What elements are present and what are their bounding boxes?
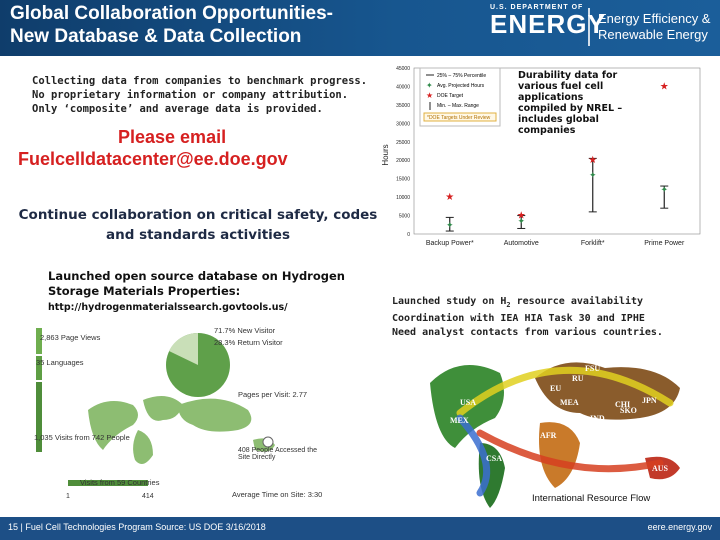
title-line-1: Global Collaboration Opportunities- xyxy=(10,3,333,24)
y-tick-label: 45000 xyxy=(396,66,410,72)
time-on-site-stat: Average Time on Site: 3:30 xyxy=(232,490,323,499)
footer-website-link[interactable]: eere.energy.gov xyxy=(647,522,712,532)
y-tick-label: 10000 xyxy=(396,195,410,201)
avg-projected-marker: ✦ xyxy=(517,216,525,226)
doe-logo: U.S. DEPARTMENT OF ENERGY xyxy=(490,4,606,37)
collect-paragraph: Collecting data from companies to benchm… xyxy=(32,75,368,115)
study-line1-b: resource availability xyxy=(510,296,644,307)
scale-min-label: 1 xyxy=(66,493,70,500)
map-caption: International Resource Flow xyxy=(532,493,651,504)
legend-avg: Avg. Projected Hours xyxy=(437,83,485,89)
legend-note: *DOE Targets Under Review xyxy=(427,115,491,121)
title-line-2: New Database & Data Collection xyxy=(10,26,302,47)
world-continents xyxy=(430,362,680,508)
study-h2-subscript: 2 xyxy=(506,301,511,309)
region-label: ODA xyxy=(635,431,653,440)
doe-logo-energy-text: ENERGY xyxy=(490,9,606,39)
region-label: IND xyxy=(590,414,605,423)
direct-access-stat: 408 People Accessed the Site Directly xyxy=(238,447,318,461)
y-tick-label: 5000 xyxy=(399,214,410,220)
flow-arrows xyxy=(456,366,674,497)
direct-access-marker xyxy=(262,436,274,448)
region-label: JPN xyxy=(642,396,657,405)
study-line-3: Need analyst contacts from various count… xyxy=(392,327,663,338)
y-tick-label: 35000 xyxy=(396,103,410,109)
region-label: FSU xyxy=(585,364,600,373)
avg-projected-marker: ✦ xyxy=(660,185,668,195)
visits-stat: 1,035 Visits from 742 People xyxy=(34,433,130,442)
y-tick-label: 40000 xyxy=(396,84,410,90)
legend-percentile: 25% – 75% Percentile xyxy=(437,73,486,79)
y-tick-label: 0 xyxy=(407,232,410,238)
page-views-bar xyxy=(36,328,42,354)
header-bar: Global Collaboration Opportunities- New … xyxy=(0,0,720,56)
site-analytics-panel xyxy=(28,320,333,505)
study-line1-a: Launched study on H xyxy=(392,296,507,307)
eere-line-2: Renewable Energy xyxy=(598,27,708,42)
avg-projected-marker: ✦ xyxy=(446,220,454,230)
launched-database-text: Launched open source database on Hydroge… xyxy=(48,269,345,298)
study-line-2: Coordination with IEA HIA Task 30 and IP… xyxy=(392,313,645,324)
legend-avg-icon: ✦ xyxy=(426,81,433,90)
continue-collaboration-text: Continue collaboration on critical safet… xyxy=(18,207,378,243)
scale-max-label: 414 xyxy=(142,493,154,500)
region-label: EU xyxy=(550,384,561,393)
languages-stat: 35 Languages xyxy=(36,358,84,367)
y-tick-label: 15000 xyxy=(396,177,410,183)
footer-source: 15 | Fuel Cell Technologies Program Sour… xyxy=(8,522,266,532)
visitor-pie-chart xyxy=(166,332,230,397)
pages-per-visit-stat: Pages per Visit: 2.77 xyxy=(238,390,308,399)
logo-divider xyxy=(588,8,590,46)
y-tick-label: 30000 xyxy=(396,121,410,127)
durability-chart: 45000 40000 35000 30000 25000 20000 15000 10000… xyxy=(382,66,701,247)
h2-study-text: Launched study on H2 resource availabili… xyxy=(392,295,712,340)
new-visitor-stat: 71.7% New Visitor xyxy=(214,326,276,335)
email-address-link[interactable]: Fuelcelldatacenter@ee.doe.gov xyxy=(18,149,288,169)
chart-legend: 25% – 75% Percentile ✦ Avg. Projected Ho… xyxy=(419,67,501,127)
database-url-link[interactable]: http://hydrogenmaterialssearch.govtools.… xyxy=(48,302,288,313)
y-tick-label: 20000 xyxy=(396,158,410,164)
category-label: Backup Power* xyxy=(426,240,474,247)
legend-target-icon: ★ xyxy=(426,91,433,100)
y-tick-label: 25000 xyxy=(396,140,410,146)
region-label: AUS xyxy=(652,464,669,473)
countries-stat: Visits from 59 Countries xyxy=(80,478,160,487)
region-label: MEA xyxy=(560,398,579,407)
doe-logo-small-text: U.S. DEPARTMENT OF xyxy=(490,4,584,11)
languages-bar xyxy=(36,356,42,380)
legend-range: Min. – Max. Range xyxy=(437,103,479,109)
chart-y-axis-label: Hours xyxy=(382,144,390,165)
doe-target-marker: ★ xyxy=(445,192,454,203)
region-label: USA xyxy=(460,398,476,407)
region-label: CSA xyxy=(486,454,502,463)
email-prompt: Please email xyxy=(118,127,227,147)
category-label: Forklift* xyxy=(581,240,605,247)
category-label: Prime Power xyxy=(644,240,685,247)
doe-target-marker: ★ xyxy=(660,81,669,92)
study-line-1: Launched study on H2 resource availabili… xyxy=(392,295,712,312)
region-label: SKO xyxy=(620,406,637,415)
eere-line-1: Energy Efficiency & xyxy=(598,11,711,26)
slide-title: Global Collaboration Opportunities- New … xyxy=(10,2,333,48)
eere-logo: Energy Efficiency & Renewable Energy xyxy=(598,11,710,43)
return-visitor-stat: 28.3% Return Visitor xyxy=(214,338,283,347)
page-views-stat: 2,863 Page Views xyxy=(40,333,101,342)
category-label: Automotive xyxy=(504,240,539,247)
region-label: RU xyxy=(572,374,584,383)
legend-target: DOE Target xyxy=(437,93,464,99)
avg-projected-marker: ✦ xyxy=(589,170,597,180)
doe-target-marker: ★ xyxy=(517,211,526,222)
region-label: AFR xyxy=(540,431,557,440)
visits-bar xyxy=(36,382,42,452)
region-label: MEX xyxy=(450,416,469,425)
email-callout: Please email Fuelcelldatacenter@ee.doe.g… xyxy=(18,126,378,170)
resource-flow-map: USA MEX EU CSA AFR RU MEA SKO JPN CHI IND ODA AUS FSU xyxy=(430,362,680,508)
doe-target-marker: ★ xyxy=(588,155,597,166)
region-label: CHI xyxy=(615,400,630,409)
footer-bar: 15 | Fuel Cell Technologies Program Sour… xyxy=(0,517,720,540)
durability-note: Durability data for various fuel cell ap… xyxy=(518,70,623,136)
map-scale-bar xyxy=(68,480,148,486)
